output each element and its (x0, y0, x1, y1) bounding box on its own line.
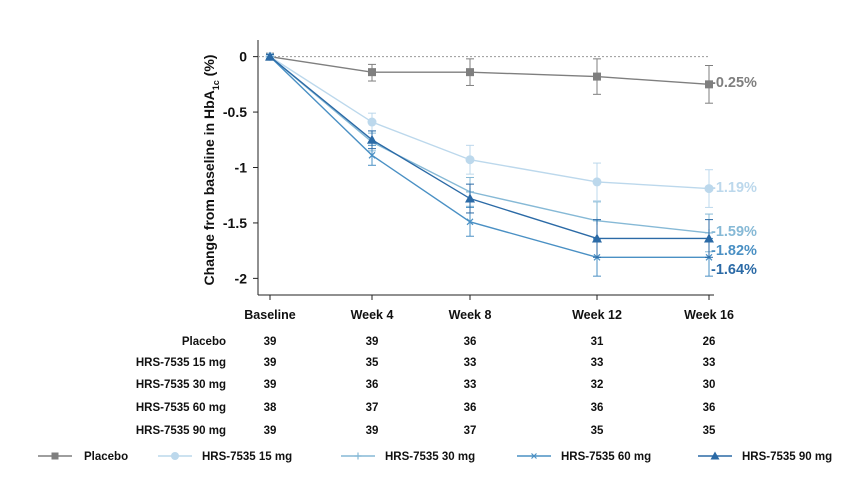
y-tick-label: -1.5 (223, 215, 247, 231)
table-cell: 39 (264, 336, 277, 348)
end-label-4: -1.64% (711, 262, 757, 278)
y-tick-label: -0.5 (223, 104, 247, 120)
x-tick-label: Week 12 (572, 308, 622, 322)
table-cell: 32 (591, 379, 604, 391)
table-row-label: Placebo (182, 336, 226, 348)
legend-marker-1 (171, 452, 179, 460)
x-tick-label: Week 16 (684, 308, 734, 322)
series-line-hrs-7535-90-mg (269, 56, 709, 240)
y-axis-title-main: Change from baseline in HbA (201, 90, 217, 285)
table-cell: 33 (591, 357, 604, 369)
table-cell: 39 (264, 379, 277, 391)
data-point-hrs-7535-90-mg (265, 51, 275, 61)
series-line-hrs-7535-30-mg (269, 56, 710, 234)
table-cell: 39 (366, 425, 379, 437)
end-label-3: -1.82% (711, 243, 757, 259)
data-point-hrs-7535-15-mg (592, 177, 602, 187)
series-line-hrs-7535-60-mg (269, 56, 709, 259)
end-label-0: -0.25% (711, 75, 757, 91)
data-point-hrs-7535-15-mg (704, 184, 714, 194)
legend-label-4: HRS-7535 90 mg (742, 451, 832, 463)
series-line-placebo (269, 55, 710, 86)
end-label-1: -1.19% (711, 180, 757, 196)
table-cell: 30 (703, 379, 716, 391)
x-tick-label: Week 8 (449, 308, 492, 322)
data-point-hrs-7535-15-mg (465, 155, 475, 165)
data-point-placebo (368, 68, 376, 77)
data-point-hrs-7535-90-mg (465, 193, 475, 203)
table-cell: 36 (464, 402, 477, 414)
table-cell: 39 (264, 425, 277, 437)
table-cell: 36 (366, 379, 379, 391)
table-cell: 37 (366, 402, 379, 414)
legend-label-3: HRS-7535 60 mg (561, 451, 651, 463)
y-axis-title-subscript: 1c (211, 80, 221, 90)
table-cell: 33 (464, 357, 477, 369)
data-point-hrs-7535-90-mg (592, 233, 602, 243)
legend-label-1: HRS-7535 15 mg (202, 451, 292, 463)
data-point-hrs-7535-60-mg (368, 151, 376, 159)
data-point-hrs-7535-60-mg (466, 218, 474, 226)
y-tick-label: 0 (239, 49, 247, 65)
table-cell: 35 (703, 425, 716, 437)
end-label-2: -1.59% (711, 224, 757, 240)
table-cell: 39 (366, 336, 379, 348)
series-line-hrs-7535-15-mg (269, 56, 710, 190)
x-tick-label: Baseline (244, 308, 295, 322)
table-row-label: HRS-7535 30 mg (136, 379, 226, 391)
data-point-placebo (466, 68, 474, 77)
table-cell: 35 (366, 357, 379, 369)
table-cell: 36 (464, 336, 477, 348)
y-axis-title-unit: (%) (201, 55, 217, 81)
table-cell: 39 (264, 357, 277, 369)
y-tick-label: -1 (235, 160, 248, 176)
legend-marker-0 (51, 452, 59, 460)
y-tick-label: -2 (235, 270, 248, 286)
table-cell: 37 (464, 425, 477, 437)
table-cell: 36 (703, 402, 716, 414)
table-cell: 26 (703, 336, 716, 348)
y-axis-title: Change from baseline in HbA1c (%) (201, 55, 221, 286)
table-cell: 31 (591, 336, 604, 348)
data-point-hrs-7535-90-mg (367, 134, 377, 144)
legend-label-0: Placebo (84, 451, 128, 463)
table-cell: 35 (591, 425, 604, 437)
data-point-placebo (705, 80, 713, 89)
table-row-label: HRS-7535 90 mg (136, 425, 226, 437)
legend-marker-3 (531, 453, 537, 459)
data-point-hrs-7535-15-mg (367, 117, 377, 127)
legend-marker-2 (354, 452, 362, 460)
x-tick-label: Week 4 (351, 308, 394, 322)
table-cell: 38 (264, 402, 277, 414)
table-cell: 33 (703, 357, 716, 369)
legend-marker-4 (710, 451, 720, 460)
table-row-label: HRS-7535 60 mg (136, 402, 226, 414)
data-point-hrs-7535-90-mg (704, 233, 714, 243)
table-cell: 33 (464, 379, 477, 391)
legend-label-2: HRS-7535 30 mg (385, 451, 475, 463)
table-cell: 36 (591, 402, 604, 414)
table-row-label: HRS-7535 15 mg (136, 357, 226, 369)
data-point-placebo (593, 72, 601, 81)
